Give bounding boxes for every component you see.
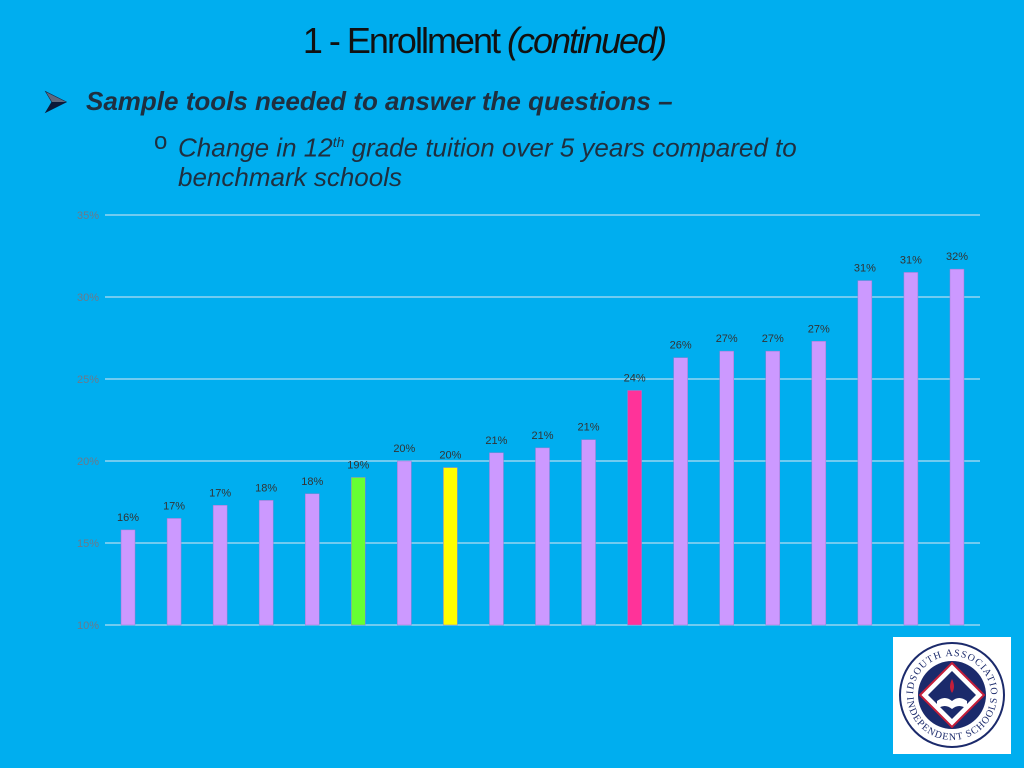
bar bbox=[351, 477, 366, 626]
bar bbox=[120, 529, 136, 626]
data-label: 21% bbox=[578, 422, 600, 434]
bar bbox=[673, 357, 688, 626]
bar bbox=[397, 460, 412, 626]
bar bbox=[166, 518, 182, 626]
data-label: 26% bbox=[670, 340, 692, 352]
bar bbox=[535, 447, 550, 626]
y-tick-label: 30% bbox=[77, 292, 99, 304]
data-label: 18% bbox=[301, 476, 323, 488]
y-tick-label: 35% bbox=[77, 210, 99, 222]
logo-seal-icon: MIDSOUTH ASSOCIATION INDEPENDENT SCHOOLS bbox=[888, 629, 1005, 748]
bar bbox=[719, 350, 734, 626]
y-tick-label: 20% bbox=[77, 456, 99, 468]
data-label: 20% bbox=[393, 443, 415, 455]
main-bullet: Sample tools needed to answer the questi… bbox=[44, 86, 673, 117]
bar bbox=[489, 452, 504, 626]
slide-title: 1 - Enrollment (continued) bbox=[0, 20, 968, 62]
data-label: 27% bbox=[808, 323, 830, 335]
bar bbox=[811, 341, 827, 626]
y-tick-label: 25% bbox=[77, 374, 99, 386]
bar-chart: 10% 15% 20% 25% 30% 35% 16% 17% 17% 18% 18% 19% 20% 2… bbox=[77, 210, 980, 632]
bar bbox=[212, 505, 228, 626]
data-label: 31% bbox=[854, 263, 876, 275]
bar bbox=[949, 268, 965, 626]
data-label: 24% bbox=[624, 372, 646, 384]
data-label: 18% bbox=[255, 482, 277, 494]
title-italic: (continued) bbox=[506, 20, 667, 61]
data-label: 16% bbox=[117, 512, 139, 524]
data-label: 21% bbox=[485, 435, 507, 447]
sub-bullet-marker: o bbox=[154, 128, 168, 155]
bullet-text: Sample tools needed to answer the questi… bbox=[86, 86, 673, 116]
data-label: 17% bbox=[209, 487, 231, 499]
bar bbox=[304, 493, 320, 626]
bar bbox=[627, 390, 642, 626]
y-tick-label: 15% bbox=[77, 538, 99, 550]
data-label: 17% bbox=[163, 500, 185, 512]
bar bbox=[765, 350, 781, 626]
sub-bullet-pre: Change in 12 bbox=[178, 132, 333, 163]
bar bbox=[443, 467, 458, 626]
bar bbox=[581, 439, 596, 626]
data-label: 31% bbox=[900, 254, 922, 266]
data-label: 20% bbox=[439, 450, 461, 462]
data-label: 27% bbox=[716, 333, 738, 345]
bar bbox=[903, 272, 919, 626]
bar bbox=[258, 500, 274, 626]
data-label: 32% bbox=[946, 251, 968, 263]
sub-bullet-text: Change in 12th grade tuition over 5 year… bbox=[178, 128, 898, 192]
bar bbox=[857, 280, 873, 626]
data-label: 19% bbox=[347, 459, 369, 471]
arrow-bullet-icon bbox=[44, 90, 68, 113]
sub-bullet-post: grade tuition over 5 years compared to b… bbox=[178, 132, 797, 192]
data-label: 27% bbox=[762, 333, 784, 345]
data-label: 21% bbox=[531, 430, 553, 442]
title-main: 1 - Enrollment bbox=[302, 20, 507, 61]
y-tick-label: 10% bbox=[77, 620, 99, 632]
sub-bullet-sup: th bbox=[332, 134, 345, 150]
midsouth-logo: MIDSOUTH ASSOCIATION INDEPENDENT SCHOOLS bbox=[888, 629, 1011, 754]
